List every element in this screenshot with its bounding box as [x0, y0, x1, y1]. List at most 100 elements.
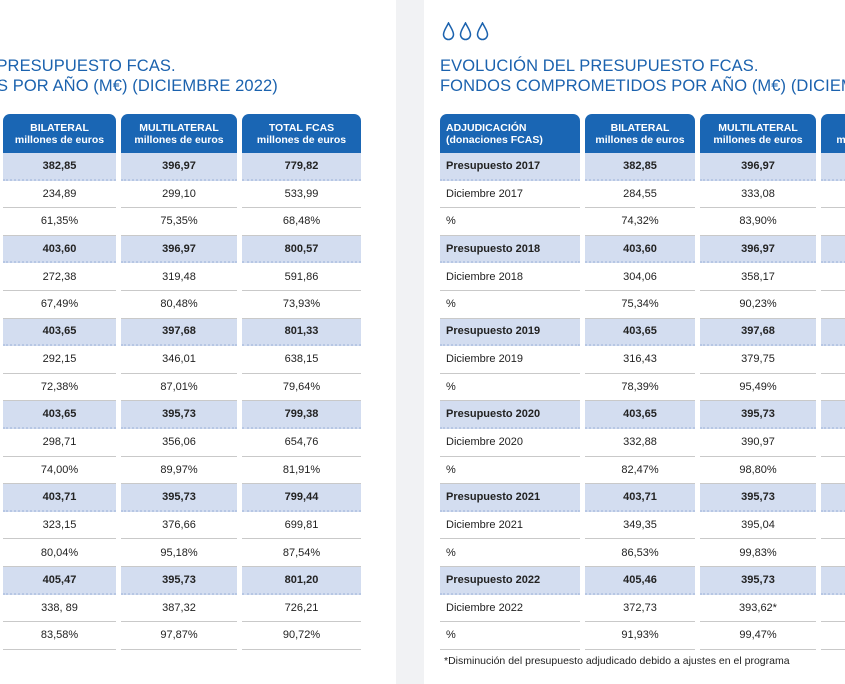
table-cell: 72,38%	[3, 374, 116, 402]
table-cell: 95,18%	[121, 539, 237, 567]
table-cell: 379,75	[700, 346, 816, 374]
table-cell: 744,39	[821, 512, 845, 540]
table-cell: 97,87%	[121, 622, 237, 650]
table-row: 323,15 376,66 699,81	[0, 512, 366, 540]
column-header-title: BILATERAL	[30, 121, 89, 134]
table-cell: %	[440, 374, 580, 402]
table-cell: 799,38	[821, 401, 845, 429]
table-cell: 67,49%	[3, 291, 116, 319]
table-cell: Diciembre 2021	[440, 512, 580, 540]
table-row: 272,38 319,48 591,86	[0, 263, 366, 291]
column-header-unit: millones de euros	[14, 133, 105, 146]
table-cell: 779,82	[242, 153, 361, 181]
table-cell: 403,71	[585, 484, 695, 512]
table-row: 338, 89 387,32 726,21	[0, 595, 366, 623]
table-cell: Diciembre 2017	[440, 181, 580, 209]
table-cell: 61,35%	[3, 208, 116, 236]
table-cell: 403,60	[585, 235, 695, 264]
table-cell: 662,23	[821, 263, 845, 291]
table-cell: 699,81	[242, 512, 361, 540]
column-header: ADJUDICACIÓN (donaciones FCAS)	[440, 114, 580, 153]
table-cell: Presupuesto 2017	[440, 153, 580, 181]
table-cell: %	[440, 622, 580, 650]
right-budget-table: ADJUDICACIÓN (donaciones FCAS) BILATERAL mi…	[440, 114, 845, 650]
table-row: 382,85 396,97 779,82	[0, 153, 366, 181]
table-cell: 90,55%	[821, 457, 845, 485]
table-cell: 395,04	[700, 512, 816, 540]
table-cell: 89,97%	[121, 457, 237, 485]
table-cell: 372,73	[585, 595, 695, 623]
table-cell: 801,19	[821, 566, 845, 595]
table-cell: 323,15	[3, 512, 116, 540]
table-cell: 393,62*	[700, 595, 816, 623]
table-cell: 299,10	[121, 181, 237, 209]
table-cell: 799,38	[242, 401, 361, 429]
table-cell: 87,01%	[121, 374, 237, 402]
table-cell: 395,73	[700, 484, 816, 512]
table-cell: 801,33	[821, 318, 845, 347]
column-header-unit: millones de euros	[713, 133, 803, 146]
table-cell: %	[440, 457, 580, 485]
water-drop-icon	[476, 22, 489, 41]
table-cell: 396,97	[121, 153, 237, 181]
table-row: %86,53%99,83%93,11%	[440, 539, 845, 567]
table-cell: Presupuesto 2018	[440, 235, 580, 264]
left-title-line-1: EL PRESUPUESTO FCAS.	[0, 57, 176, 75]
table-row: %75,34%90,23%82,72%	[440, 291, 845, 319]
column-header-unit: millones de euros	[595, 133, 685, 146]
table-cell: 390,97	[700, 429, 816, 457]
table-cell: 403,71	[3, 484, 116, 512]
table-cell: 396,97	[700, 153, 816, 181]
column-header: MULTILATERAL millones de euros	[700, 114, 816, 153]
table-cell: 800,57	[821, 235, 845, 264]
table-cell: Diciembre 2019	[440, 346, 580, 374]
table-cell: 405,46	[585, 566, 695, 595]
table-cell: 349,35	[585, 512, 695, 540]
table-cell: Presupuesto 2021	[440, 484, 580, 512]
table-cell: 304,06	[585, 263, 695, 291]
column-header-unit: millones de euros	[256, 133, 347, 146]
table-cell: 376,66	[121, 512, 237, 540]
table-cell: 83,58%	[3, 622, 116, 650]
table-cell: 292,15	[3, 346, 116, 374]
table-cell: 87,54%	[242, 539, 361, 567]
table-cell: 90,23%	[700, 291, 816, 319]
table-row: %91,93%99,47%95,65%	[440, 622, 845, 650]
table-cell: 799,44	[821, 484, 845, 512]
table-cell: 800,57	[242, 235, 361, 264]
left-panel-title: EL PRESUPUESTO FCAS. DOS POR AÑO (M€) (D…	[0, 56, 396, 96]
table-row: 67,49% 80,48% 73,93%	[0, 291, 366, 319]
table-cell: 79,64%	[242, 374, 361, 402]
table-cell: 74,00%	[3, 457, 116, 485]
column-header: BILATERAL millones de euros	[585, 114, 695, 153]
table-cell: 405,47	[3, 566, 116, 595]
table-cell: 654,76	[242, 429, 361, 457]
table-cell: 387,32	[121, 595, 237, 623]
table-cell: 382,85	[585, 153, 695, 181]
table-cell: 723,85	[821, 429, 845, 457]
column-header-unit: millones de euros	[134, 133, 224, 146]
table-cell: 73,93%	[242, 291, 361, 319]
table-cell: 801,33	[242, 318, 361, 347]
table-row: %82,47%98,80%90,55%	[440, 457, 845, 485]
table-cell: 78,39%	[585, 374, 695, 402]
table-cell: 91,93%	[585, 622, 695, 650]
water-drops	[442, 22, 489, 41]
right-panel: EVOLUCIÓN DEL PRESUPUESTO FCAS. FONDOS C…	[424, 0, 845, 684]
table-cell: 395,73	[121, 401, 237, 429]
table-cell: 726,21	[242, 595, 361, 623]
table-cell: 395,73	[700, 566, 816, 595]
table-cell: 98,80%	[700, 457, 816, 485]
table-cell: 395,73	[121, 566, 237, 595]
left-panel: EL PRESUPUESTO FCAS. DOS POR AÑO (M€) (D…	[0, 0, 396, 684]
